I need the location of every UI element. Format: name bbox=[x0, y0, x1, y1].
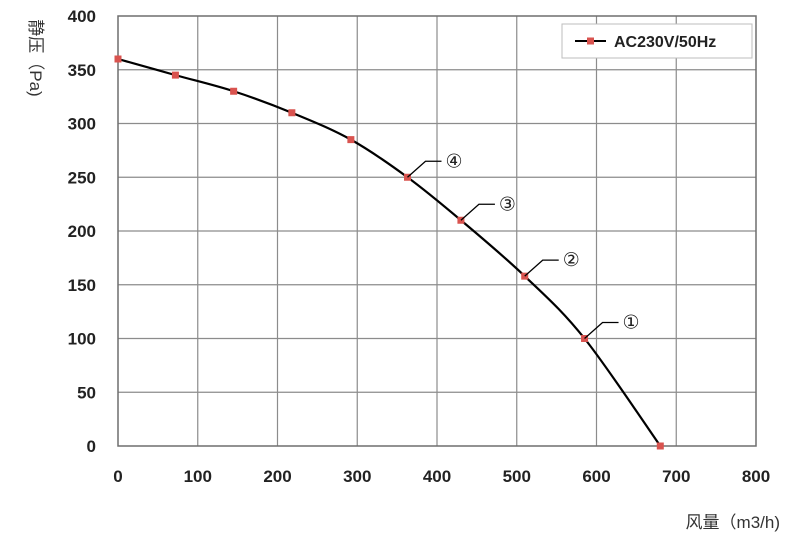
y-tick-label: 150 bbox=[68, 276, 96, 295]
annotation-label: ② bbox=[563, 250, 580, 271]
annotation-layer: ④ ③ ② ① bbox=[407, 151, 640, 339]
annotation-leader bbox=[407, 160, 442, 178]
legend-label: AC230V/50Hz bbox=[614, 34, 716, 51]
x-tick-label: 200 bbox=[263, 467, 291, 486]
x-tick-label: 300 bbox=[343, 467, 371, 486]
y-tick-label: 50 bbox=[77, 383, 96, 402]
annotation-leader bbox=[460, 203, 495, 221]
grid-lines bbox=[118, 16, 756, 446]
y-axis-label: 静压（Pa) bbox=[26, 19, 45, 96]
x-tick-label: 100 bbox=[184, 467, 212, 486]
annotation-label: ① bbox=[623, 313, 640, 334]
x-tick-label: 0 bbox=[113, 467, 122, 486]
annotation-label: ④ bbox=[445, 151, 462, 172]
x-tick-label: 500 bbox=[503, 467, 531, 486]
data-point bbox=[230, 87, 238, 95]
legend: AC230V/50Hz bbox=[561, 23, 753, 59]
y-axis-ticks: 0 50 100 150 200 250 300 350 400 bbox=[68, 7, 96, 456]
x-axis-ticks: 0 100 200 300 400 500 600 700 800 bbox=[113, 467, 770, 486]
y-tick-label: 250 bbox=[68, 168, 96, 187]
annotation-label: ③ bbox=[499, 194, 516, 215]
y-tick-label: 400 bbox=[68, 7, 96, 26]
y-tick-label: 350 bbox=[68, 61, 96, 80]
annotation-leader bbox=[524, 259, 559, 277]
y-tick-label: 200 bbox=[68, 222, 96, 241]
data-point bbox=[656, 442, 664, 450]
x-tick-label: 700 bbox=[662, 467, 690, 486]
x-tick-label: 800 bbox=[742, 467, 770, 486]
x-axis-label: 风量（m3/h) bbox=[686, 513, 780, 532]
x-tick-label: 400 bbox=[423, 467, 451, 486]
data-point bbox=[114, 55, 122, 63]
x-tick-label: 600 bbox=[582, 467, 610, 486]
series-layer bbox=[114, 55, 664, 450]
data-point bbox=[288, 109, 296, 117]
y-tick-label: 300 bbox=[68, 115, 96, 134]
data-point bbox=[347, 136, 355, 144]
y-tick-label: 0 bbox=[87, 437, 96, 456]
plot-frame bbox=[117, 15, 757, 447]
annotation-leader bbox=[584, 321, 619, 339]
y-tick-label: 100 bbox=[68, 330, 96, 349]
data-point bbox=[171, 71, 179, 79]
legend-marker-swatch bbox=[587, 37, 594, 45]
